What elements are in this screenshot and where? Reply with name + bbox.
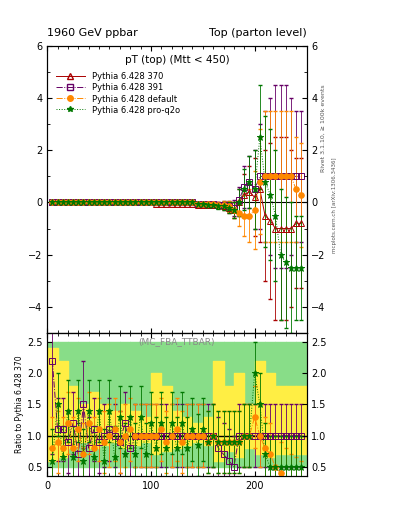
- Y-axis label: Ratio to Pythia 6.428 370: Ratio to Pythia 6.428 370: [15, 356, 24, 453]
- Text: pT (top) (Mtt < 450): pT (top) (Mtt < 450): [125, 55, 229, 65]
- Text: Rivet 3.1.10, ≥ 100k events: Rivet 3.1.10, ≥ 100k events: [320, 84, 325, 172]
- Text: (MC_FBA_TTBAR): (MC_FBA_TTBAR): [139, 337, 215, 346]
- Legend: Pythia 6.428 370, Pythia 6.428 391, Pythia 6.428 default, Pythia 6.428 pro-q2o: Pythia 6.428 370, Pythia 6.428 391, Pyth…: [52, 69, 183, 118]
- Text: mcplots.cern.ch [arXiv:1306.3436]: mcplots.cern.ch [arXiv:1306.3436]: [332, 157, 337, 252]
- Text: 1960 GeV ppbar: 1960 GeV ppbar: [47, 28, 138, 38]
- Text: Top (parton level): Top (parton level): [209, 28, 307, 38]
